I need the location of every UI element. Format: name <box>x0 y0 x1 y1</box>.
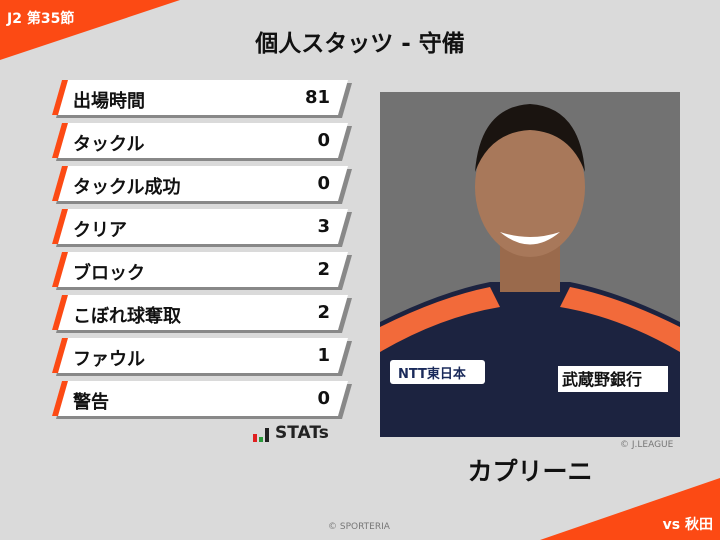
row-background <box>52 209 348 244</box>
stat-label: ブロック <box>73 263 145 284</box>
row-background <box>52 166 348 201</box>
stat-row: ブロック 2 <box>52 252 352 290</box>
stat-value: 0 <box>317 173 330 194</box>
stat-row: 警告 0 <box>52 381 352 419</box>
row-background <box>52 381 348 416</box>
page-title: 個人スタッツ - 守備 <box>255 31 465 57</box>
player-name: カプリーニ <box>467 457 593 486</box>
row-background <box>52 80 348 115</box>
sponsor-ntt: NTT東日本 <box>398 366 466 382</box>
stat-label: タックル成功 <box>73 177 181 198</box>
stat-value: 3 <box>317 216 330 237</box>
row-background <box>52 338 348 373</box>
stat-value: 81 <box>304 87 330 108</box>
stat-value: 0 <box>317 388 330 409</box>
sponsor-musashino: 武蔵野銀行 <box>562 370 642 389</box>
bar-chart-icon <box>253 428 269 442</box>
stat-row: 出場時間 81 <box>52 80 352 118</box>
opponent-label: vs 秋田 <box>662 517 713 533</box>
stat-row: クリア 3 <box>52 209 352 247</box>
stat-row: タックル 0 <box>52 123 352 161</box>
stat-value: 2 <box>317 259 330 280</box>
stat-row: ファウル 1 <box>52 338 352 376</box>
stat-label: クリア <box>73 220 127 241</box>
stat-label: ファウル <box>73 349 145 370</box>
stat-value: 1 <box>317 345 330 366</box>
stat-label: タックル <box>73 134 145 155</box>
row-background <box>52 123 348 158</box>
stat-label: 出場時間 <box>73 91 145 112</box>
row-background <box>52 295 348 330</box>
stat-label: 警告 <box>73 392 109 413</box>
stat-value: 0 <box>317 130 330 151</box>
round-label: J2 第35節 <box>7 11 75 27</box>
stat-row: タックル成功 0 <box>52 166 352 204</box>
stat-row: こぼれ球奪取 2 <box>52 295 352 333</box>
copyright: © SPORTERIA <box>328 522 390 532</box>
player-photo: NTT東日本 武蔵野銀行 <box>380 92 680 437</box>
photo-credit: © J.LEAGUE <box>620 440 674 450</box>
stat-value: 2 <box>317 302 330 323</box>
stat-label: こぼれ球奪取 <box>73 306 181 327</box>
stats-logo: STATs <box>253 424 329 442</box>
row-background <box>52 252 348 287</box>
